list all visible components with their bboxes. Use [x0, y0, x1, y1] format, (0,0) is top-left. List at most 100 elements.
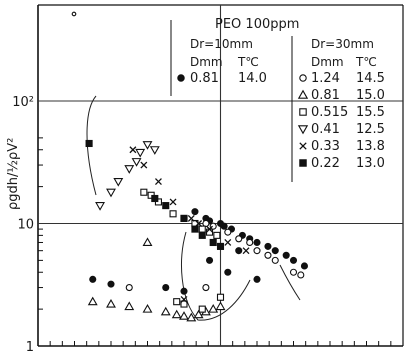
cross-stroke — [180, 295, 188, 303]
legend-group-0-heading: Dr=10mm — [190, 37, 253, 51]
corner-point — [71, 11, 77, 17]
legend-group-0-col-d: Dmm — [190, 55, 223, 69]
point-s0-14 — [89, 275, 97, 283]
point-s1-7 — [271, 256, 279, 264]
point-s2-4 — [160, 306, 171, 316]
legend: 0.81 14.0 1.24 14.5 0.81 15.0 0.515 15.5 0.41 12.… — [170, 20, 385, 182]
point-s2-8 — [193, 309, 204, 319]
y-tick-label: 10² — [12, 95, 34, 110]
point-s0-17 — [180, 287, 188, 295]
point-s2-1 — [106, 298, 116, 308]
legend-group-1-col-t: T℃ — [355, 55, 377, 69]
point-s4-6 — [142, 141, 153, 150]
point-s5-0 — [129, 146, 137, 154]
point-s2-10 — [208, 304, 219, 313]
point-s3-6 — [198, 225, 206, 233]
legend-group-1-col-d: Dmm — [311, 55, 344, 69]
point-s1-9 — [297, 271, 305, 279]
legend-marker-2 — [297, 89, 309, 99]
point-s0-8 — [253, 238, 261, 247]
point-s2-3 — [142, 304, 153, 313]
point-s4-7 — [149, 146, 160, 155]
legend-marker-6 — [299, 159, 307, 167]
legend-marker-0 — [177, 74, 185, 82]
cross-stroke — [224, 239, 232, 246]
cross-stroke — [187, 214, 195, 222]
axes — [37, 4, 404, 347]
point-s0-21 — [235, 247, 243, 255]
point-s2-7 — [186, 312, 197, 322]
cross-stroke — [195, 220, 203, 227]
point-s6-5 — [198, 231, 206, 239]
point-s0-9 — [264, 242, 272, 250]
legend-label-4: 0.41 — [311, 122, 340, 137]
legend-temp-1: 14.5 — [356, 71, 385, 86]
curve-loop — [181, 231, 251, 321]
legend-temp-2: 15.0 — [356, 88, 385, 103]
point-s5-3 — [169, 198, 177, 206]
legend-temp-4: 12.5 — [356, 122, 385, 137]
point-s4-3 — [124, 165, 135, 174]
point-s0-16 — [162, 284, 170, 292]
legend-label-6: 0.22 — [311, 156, 340, 171]
cross-stroke — [242, 247, 250, 255]
legend-temp-0: 14.0 — [238, 71, 267, 86]
point-s4-2 — [113, 178, 124, 187]
legend-label-2: 0.81 — [311, 88, 340, 103]
point-s4-0 — [95, 202, 105, 211]
point-s0-10 — [271, 247, 279, 255]
point-s6-6 — [209, 238, 217, 247]
point-s3-7 — [206, 228, 214, 236]
point-s1-8 — [289, 268, 298, 276]
legend-temp-3: 15.5 — [356, 105, 385, 120]
point-s0-11 — [282, 251, 290, 259]
point-s2-5 — [171, 309, 182, 319]
legend-label-0: 0.81 — [190, 71, 219, 86]
point-s1-3 — [235, 235, 243, 243]
cross-stroke — [129, 146, 137, 154]
curve-arrow-left — [86, 95, 97, 196]
cross-stroke — [140, 161, 148, 169]
point-s2-6 — [179, 311, 189, 320]
legend-label-5: 0.33 — [311, 139, 340, 154]
legend-label-3: 0.515 — [311, 105, 348, 120]
point-s0-12 — [289, 256, 298, 264]
point-s0-19 — [224, 268, 232, 276]
point-s1-0 — [202, 219, 210, 228]
legend-temp-6: 13.0 — [356, 156, 385, 171]
point-s1-6 — [264, 251, 272, 259]
point-s6-0 — [85, 139, 93, 148]
point-s3-12 — [216, 293, 225, 301]
chart-title: PEO 100ppm — [215, 17, 299, 32]
point-s6-4 — [191, 225, 199, 233]
point-s0-13 — [300, 262, 309, 270]
point-s5-6 — [206, 225, 214, 233]
point-s3-9 — [173, 298, 181, 306]
legend-temp-5: 13.8 — [356, 139, 385, 154]
legend-marker-3 — [299, 108, 307, 116]
point-s0-15 — [107, 280, 115, 288]
point-s5-1 — [140, 161, 148, 169]
point-s6-1 — [151, 194, 159, 203]
data-points — [71, 11, 309, 322]
legend-marker-1 — [299, 74, 307, 82]
point-s3-0 — [140, 188, 148, 196]
point-s3-3 — [169, 210, 177, 218]
point-s6-2 — [162, 202, 170, 210]
point-s5-7 — [224, 239, 232, 246]
point-s4-4 — [131, 158, 142, 167]
point-s2-12 — [142, 237, 153, 247]
legend-marker-5 — [299, 142, 307, 150]
cross-stroke — [169, 198, 177, 206]
point-s0-4 — [220, 222, 228, 230]
point-s3-11 — [198, 305, 206, 313]
curve-right — [279, 264, 301, 301]
point-s0-0 — [191, 208, 199, 216]
y-axis-label: ρgdh/½ρV² — [6, 138, 21, 210]
point-s3-10 — [180, 300, 188, 308]
legend-group-0-col-t: T℃ — [237, 55, 259, 69]
cross-stroke — [206, 225, 214, 233]
point-s5-4 — [187, 214, 195, 222]
point-s1-5 — [253, 247, 261, 255]
hand-drawn-curves — [86, 95, 301, 321]
